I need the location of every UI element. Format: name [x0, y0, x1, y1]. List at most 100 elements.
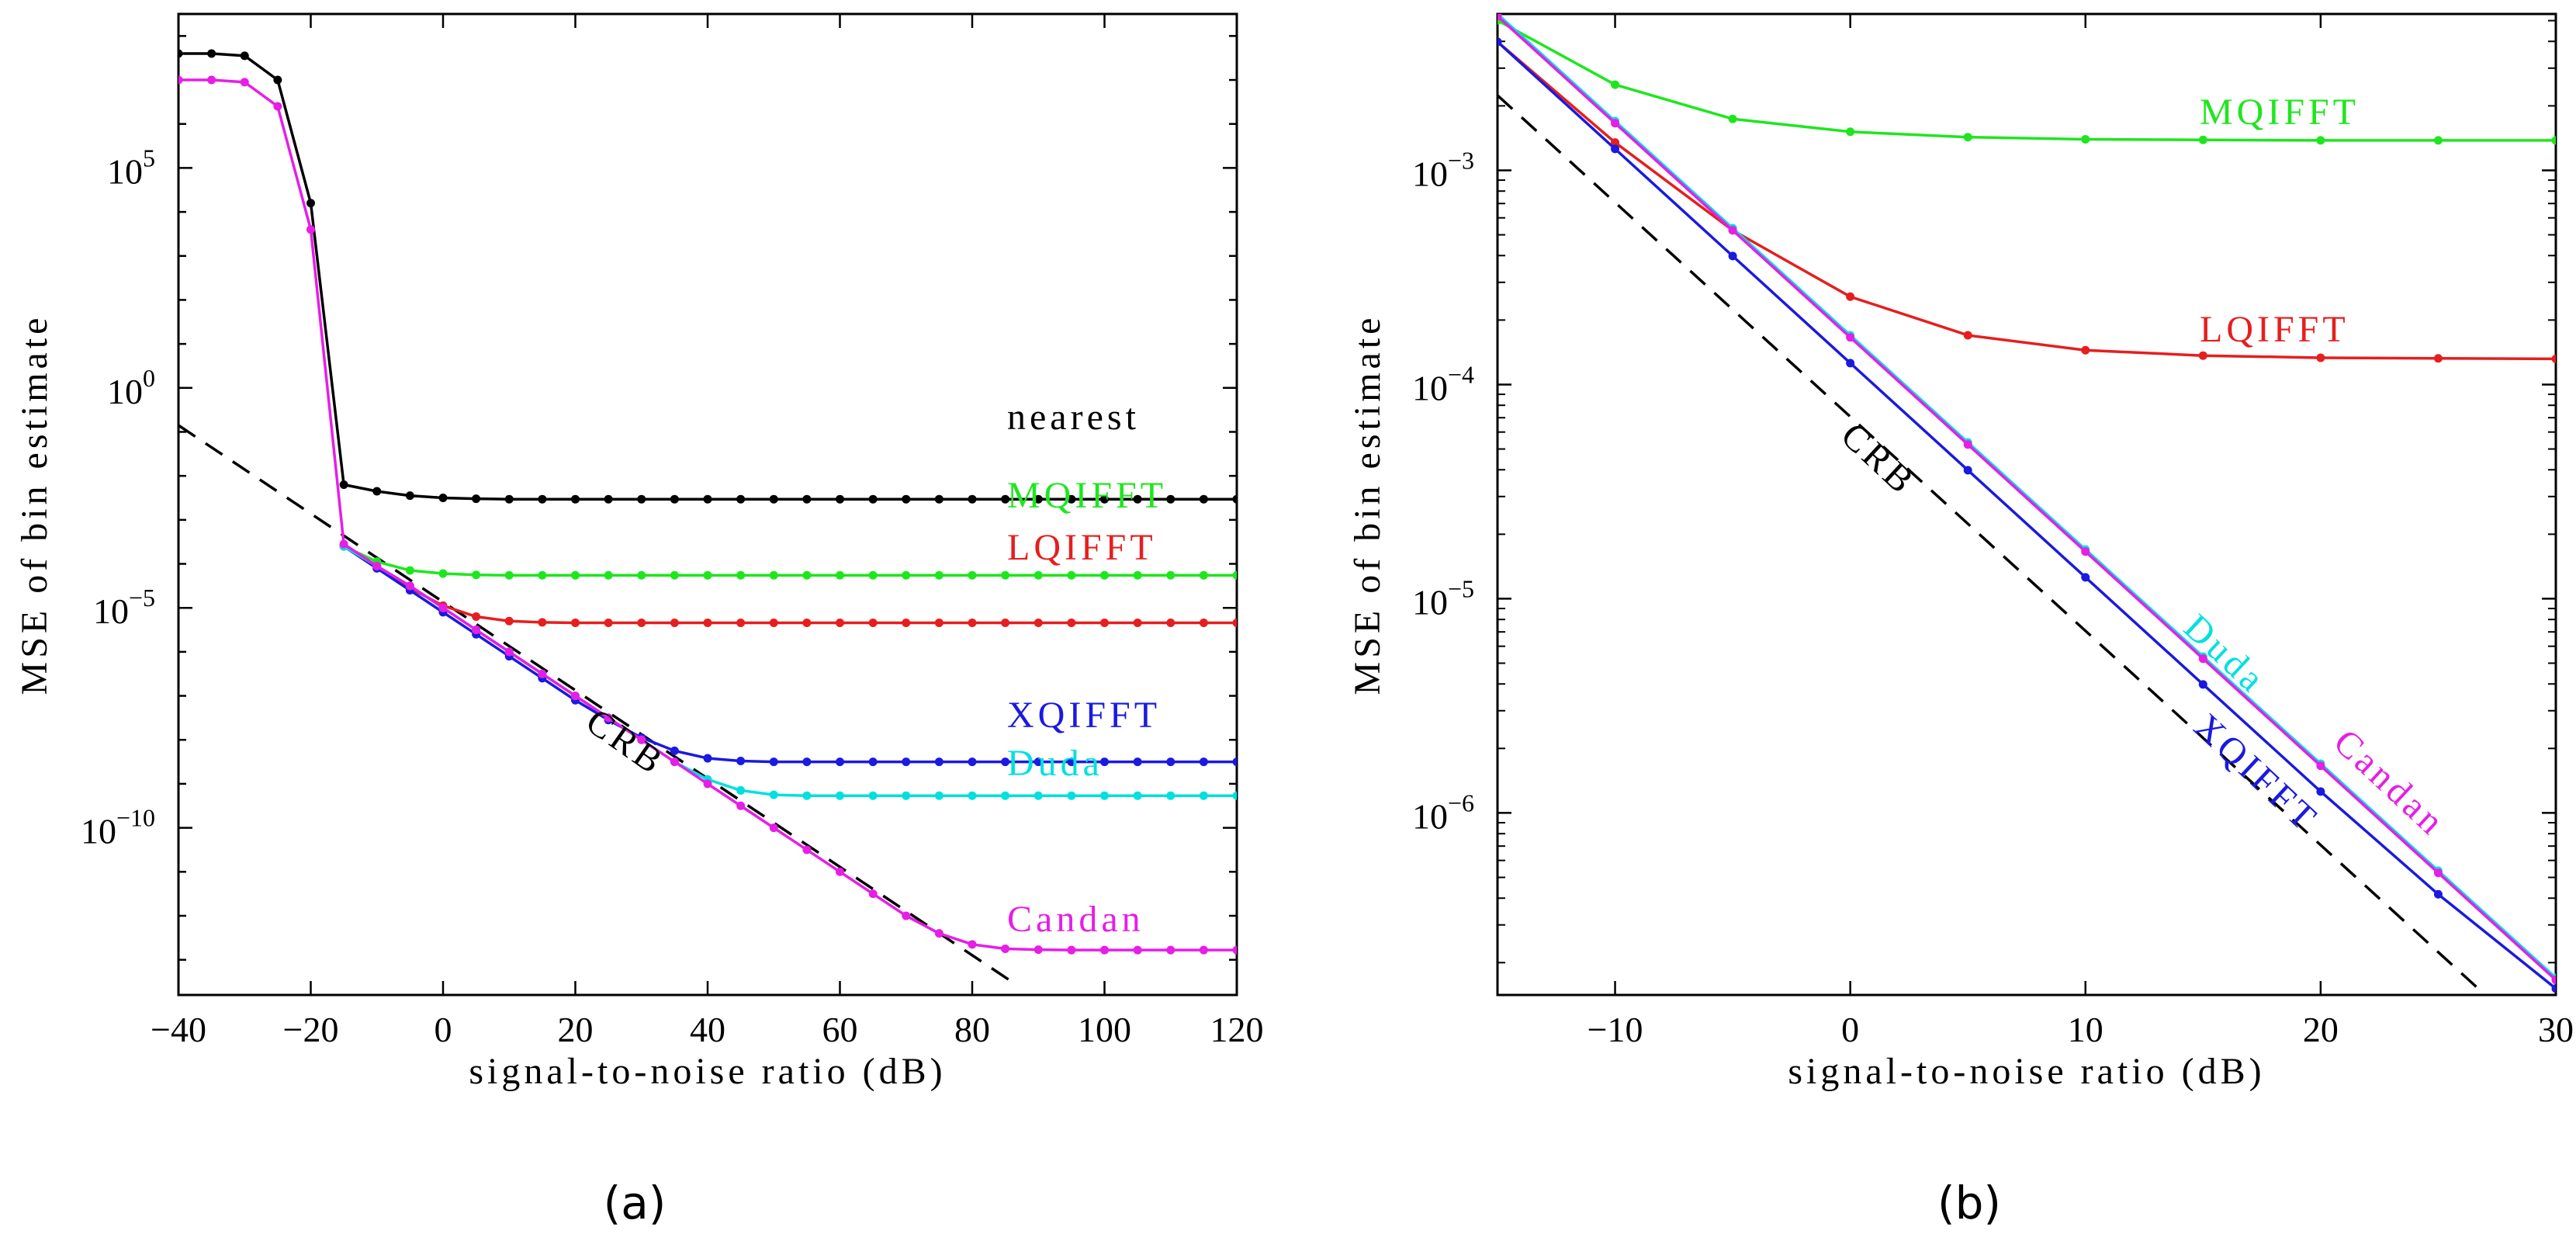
data-point-mqifft-a	[1232, 570, 1237, 580]
data-point-mqifft-a	[1133, 570, 1142, 580]
data-point-lqifft-a	[1199, 618, 1208, 627]
data-point-nearest-a	[836, 494, 844, 504]
data-point-mqifft-a	[504, 570, 514, 580]
data-point-candan-a	[207, 75, 216, 85]
data-point-candan-b	[1497, 14, 1502, 21]
x-tick-label-a-3: 20	[558, 1010, 594, 1049]
series-label-lqifft-a: LQIFFT	[1007, 527, 1157, 568]
y-tick-label-b-2: 10−5	[1412, 574, 1474, 622]
data-point-mqifft-a	[1199, 570, 1208, 580]
data-point-lqifft-b	[2551, 354, 2556, 363]
series-line-lqifft-b	[1497, 40, 2556, 361]
data-point-candan-a	[1100, 945, 1109, 955]
data-point-candan-a	[934, 929, 943, 938]
x-tick-label-a-2: 0	[435, 1010, 452, 1049]
data-point-lqifft-a	[1232, 618, 1237, 627]
data-point-lqifft-a	[472, 612, 481, 622]
data-point-nearest-a	[902, 494, 911, 504]
x-tick-label-b-4: 30	[2538, 1010, 2574, 1049]
data-point-xqifft-a	[1001, 757, 1010, 767]
data-point-mqifft-a	[769, 570, 778, 580]
x-tick-labels-b: −10 0 10 20 30	[1587, 1010, 2574, 1049]
data-point-mqifft-b	[1728, 114, 1737, 123]
x-tick-label-a-1: −20	[283, 1010, 339, 1049]
data-point-xqifft-a	[868, 757, 878, 767]
data-point-lqifft-b	[2081, 345, 2090, 355]
panel-label-b: (b)	[1937, 1177, 2001, 1229]
data-point-xqifft-a	[703, 754, 712, 763]
data-point-nearest-a	[372, 487, 382, 496]
data-point-mqifft-a	[670, 570, 679, 580]
data-point-mqifft-a	[571, 570, 580, 580]
series-label-xqifft-a: XQIFFT	[1007, 695, 1161, 736]
x-tick-label-a-8: 120	[1210, 1010, 1264, 1049]
data-point-candan-a	[637, 735, 646, 744]
y-axis-label-b: MSE of bin estimate	[1347, 314, 1388, 695]
data-point-candan-a	[868, 889, 878, 899]
data-point-nearest-a	[736, 494, 746, 504]
data-point-duda-a	[1199, 791, 1208, 800]
data-point-nearest-a	[934, 494, 943, 504]
data-point-nearest-a	[339, 480, 348, 489]
data-point-nearest-a	[1100, 494, 1109, 504]
crb-line-a	[178, 424, 1020, 988]
x-tick-label-a-4: 40	[690, 1010, 725, 1049]
data-point-mqifft-a	[1001, 570, 1010, 580]
data-point-candan-a	[571, 692, 580, 701]
data-point-xqifft-b	[1846, 359, 1855, 368]
data-point-lqifft-a	[836, 618, 844, 627]
y-tick-labels-a: 105 100 10−5 10−10	[81, 144, 155, 851]
data-point-xqifft-b	[2433, 889, 2443, 899]
data-point-duda-a	[1232, 791, 1237, 800]
data-point-lqifft-b	[1963, 331, 1972, 340]
x-tick-label-b-3: 20	[2303, 1010, 2339, 1049]
y-tick-label-b-0: 10−3	[1412, 146, 1474, 193]
data-point-nearest-a	[405, 491, 414, 501]
series-line-candan-b	[1497, 15, 2556, 981]
data-point-xqifft-a	[836, 757, 844, 767]
data-point-lqifft-a	[637, 618, 646, 627]
data-point-nearest-a	[438, 493, 448, 502]
data-point-candan-b	[2198, 654, 2207, 664]
crb-line-b	[1497, 94, 2487, 995]
data-point-candan-a	[968, 940, 977, 949]
x-tick-label-a-7: 100	[1078, 1010, 1131, 1049]
data-point-candan-b	[1963, 440, 1972, 449]
data-point-nearest-a	[604, 494, 613, 504]
data-point-nearest-a	[1067, 494, 1076, 504]
x-tick-label-b-1: 0	[1841, 1010, 1859, 1049]
data-point-lqifft-a	[1166, 618, 1175, 627]
data-point-duda-a	[1100, 791, 1109, 800]
data-point-nearest-a	[178, 49, 183, 58]
data-point-lqifft-b	[1611, 138, 1620, 147]
data-point-duda-a	[968, 791, 977, 800]
data-point-candan-a	[703, 779, 712, 789]
tick-marks-b	[1497, 14, 2557, 995]
series-line-mqifft-a	[343, 545, 1237, 577]
data-point-xqifft-a	[1166, 757, 1175, 767]
data-point-lqifft-a	[802, 618, 812, 627]
data-point-xqifft-a	[934, 757, 943, 767]
plot-lines-b	[1497, 14, 2556, 995]
data-point-mqifft-a	[736, 570, 746, 580]
data-point-mqifft-b	[2433, 136, 2443, 145]
data-point-mqifft-b	[1846, 127, 1855, 137]
data-point-candan-a	[836, 867, 844, 876]
data-point-mqifft-a	[1067, 570, 1076, 580]
data-point-xqifft-a	[1232, 757, 1237, 767]
data-point-nearest-a	[1199, 494, 1208, 504]
data-point-duda-a	[736, 785, 746, 795]
data-point-lqifft-a	[504, 616, 514, 626]
data-point-lqifft-b	[2316, 353, 2325, 362]
data-point-lqifft-b	[2198, 351, 2207, 360]
data-point-candan-a	[538, 669, 547, 678]
data-point-mqifft-a	[1166, 570, 1175, 580]
data-point-nearest-a	[868, 494, 878, 504]
data-point-candan-b	[1846, 333, 1855, 342]
data-point-lqifft-a	[1001, 618, 1010, 627]
data-point-duda-a	[836, 791, 844, 800]
data-point-xqifft-a	[968, 757, 977, 767]
data-point-duda-a	[1034, 791, 1043, 800]
data-point-candan-a	[372, 561, 382, 570]
data-point-mqifft-a	[902, 570, 911, 580]
